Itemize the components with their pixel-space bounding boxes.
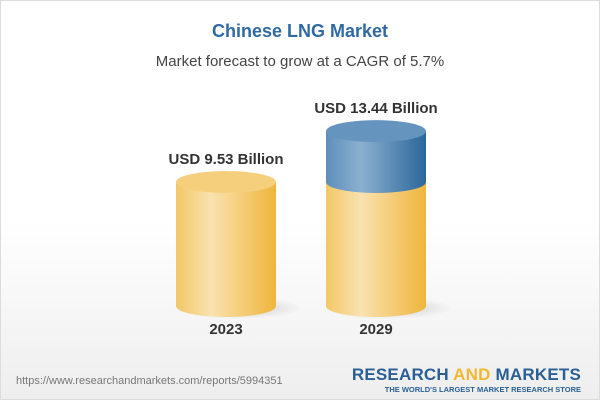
logo-text-research: RESEARCH bbox=[351, 365, 454, 384]
bar-2029-growth-body bbox=[326, 131, 426, 193]
report-url[interactable]: https://www.researchandmarkets.com/repor… bbox=[16, 375, 283, 387]
data-label-2029: USD 13.44 Billion bbox=[314, 100, 437, 117]
bar-2029-growth-top bbox=[326, 120, 426, 143]
research-and-markets-logo: RESEARCH AND MARKETS THE WORLD'S LARGEST… bbox=[352, 366, 581, 394]
chart-title: Chinese LNG Market bbox=[211, 21, 389, 41]
bar-2023-base-top bbox=[176, 171, 276, 193]
logo-text-and: AND bbox=[453, 365, 491, 384]
logo-text-markets: MARKETS bbox=[490, 365, 581, 384]
bar-2029-base-body bbox=[326, 182, 426, 317]
chart-subtitle: Market forecast to grow at a CAGR of 5.7… bbox=[155, 53, 445, 70]
data-label-2023: USD 9.53 Billion bbox=[168, 151, 283, 168]
category-label-2029: 2029 bbox=[359, 321, 392, 338]
logo-tagline: THE WORLD'S LARGEST MARKET RESEARCH STOR… bbox=[384, 385, 581, 394]
bar-2023-base-body bbox=[176, 182, 276, 317]
category-label-2023: 2023 bbox=[209, 321, 242, 338]
